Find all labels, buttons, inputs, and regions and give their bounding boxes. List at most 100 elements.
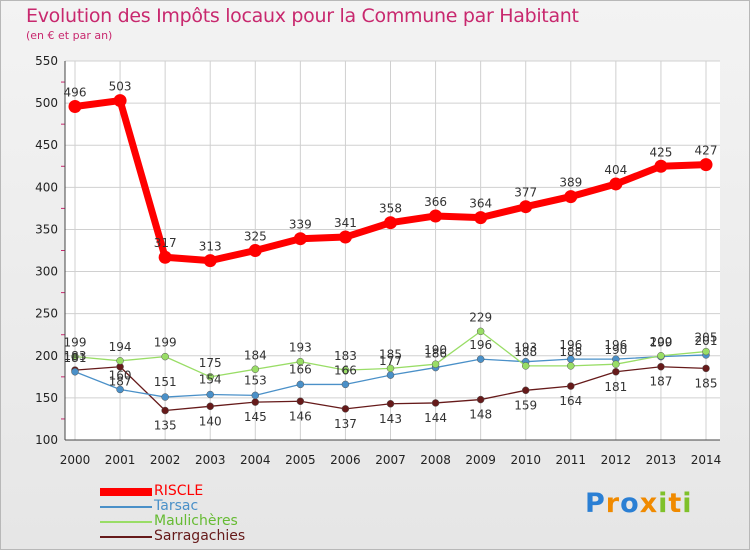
data-label-maulicheres: 188 [514,345,537,359]
data-point-sarragachies [296,397,305,406]
data-point-tarsac [296,380,305,389]
data-point-maulicheres [206,373,214,381]
data-label-maulicheres: 205 [695,331,718,345]
x-tick-label: 2009 [465,453,496,467]
data-point-maulicheres [702,347,710,356]
data-label-riscle: 366 [424,195,447,209]
data-label-riscle: 364 [469,197,492,211]
data-label-sarragachies: 145 [244,410,267,424]
data-label-sarragachies: 135 [154,419,177,433]
data-point-tarsac [476,355,485,363]
data-point-riscle [203,254,217,268]
x-tick-label: 2005 [285,453,316,467]
data-point-sarragachies [657,362,665,371]
data-label-maulicheres: 185 [379,347,402,361]
x-tick-label: 2012 [601,453,632,467]
y-tick-label: 150 [35,391,58,405]
data-label-riscle: 339 [289,218,312,232]
y-tick-label: 250 [35,307,58,321]
data-label-maulicheres: 199 [64,336,87,350]
data-point-sarragachies [567,382,575,390]
data-point-riscle [474,211,488,225]
data-point-sarragachies [341,405,350,413]
data-point-riscle [654,159,668,173]
data-label-maulicheres: 188 [559,345,582,359]
data-label-sarragachies: 164 [559,394,582,408]
data-label-riscle: 313 [199,240,222,254]
data-label-maulicheres: 199 [154,336,177,350]
data-point-sarragachies [251,398,260,406]
data-point-riscle [384,216,397,230]
logo-letter: o [620,488,640,519]
data-point-riscle [248,244,262,257]
data-point-sarragachies [521,386,530,395]
data-point-tarsac [386,371,395,379]
data-label-sarragachies: 181 [604,380,627,394]
data-point-tarsac [161,393,169,401]
data-label-riscle: 377 [514,186,537,200]
data-label-maulicheres: 184 [244,348,267,362]
proxiti-logo: Proxiti [585,488,693,519]
data-label-riscle: 404 [604,163,627,177]
data-point-riscle [519,200,533,214]
data-point-riscle [338,230,352,244]
legend-swatch-sarragachies [100,536,152,538]
data-label-sarragachies: 187 [109,375,132,389]
data-point-tarsac [71,368,79,376]
chart-title: Evolution des Impôts locaux pour la Comm… [26,5,579,27]
x-tick-label: 2007 [375,453,406,467]
data-point-maulicheres [521,362,530,370]
chart-subtitle: (en € et par an) [26,29,113,42]
data-label-riscle: 425 [649,145,672,159]
data-label-tarsac: 199 [649,336,672,350]
data-label-sarragachies: 143 [379,412,402,426]
data-label-sarragachies: 144 [424,411,447,425]
x-tick-label: 2002 [150,453,181,467]
x-tick-label: 2006 [330,453,361,467]
x-tick-label: 2001 [105,453,136,467]
data-point-maulicheres [296,357,305,366]
data-point-sarragachies [702,364,710,373]
legend-label-riscle: RISCLE [154,483,204,499]
data-point-maulicheres [251,365,260,374]
data-label-maulicheres: 200 [649,335,672,349]
data-label-riscle: 496 [64,85,87,99]
data-label-riscle: 317 [154,236,177,250]
data-label-maulicheres: 175 [199,356,222,370]
legend-label-sarragachies: Sarragachies [154,528,246,544]
data-label-riscle: 358 [379,202,402,216]
data-point-riscle [429,209,443,223]
data-label-sarragachies: 140 [199,414,222,428]
data-label-tarsac: 151 [154,375,177,389]
data-label-maulicheres: 229 [469,310,492,324]
y-tick-label: 200 [35,349,58,363]
data-label-tarsac: 166 [289,362,312,376]
data-point-tarsac [341,380,350,389]
data-point-tarsac [251,391,260,400]
data-point-sarragachies [431,399,440,407]
data-label-tarsac: 186 [424,347,447,361]
data-label-tarsac: 154 [199,373,222,387]
data-label-riscle: 341 [334,216,357,230]
data-point-maulicheres [116,357,124,365]
data-label-tarsac: 196 [604,338,627,352]
data-label-sarragachies: 183 [64,349,87,363]
data-point-riscle [293,232,307,246]
data-point-tarsac [116,385,124,394]
data-label-maulicheres: 193 [289,341,312,355]
x-tick-label: 2014 [691,453,722,467]
data-point-riscle [113,94,127,108]
data-label-tarsac: 193 [514,341,537,355]
x-tick-label: 2011 [556,453,587,467]
logo-letter: x [639,488,659,519]
data-point-riscle [68,99,82,113]
y-tick-label: 550 [35,54,58,68]
data-point-maulicheres [341,366,350,374]
data-point-riscle [699,158,713,172]
x-tick-label: 2010 [510,453,541,467]
logo-letter: i [682,488,693,519]
data-point-maulicheres [476,327,485,336]
data-point-sarragachies [476,395,485,404]
logo-letter: P [585,488,606,519]
data-label-maulicheres: 190 [604,343,627,357]
